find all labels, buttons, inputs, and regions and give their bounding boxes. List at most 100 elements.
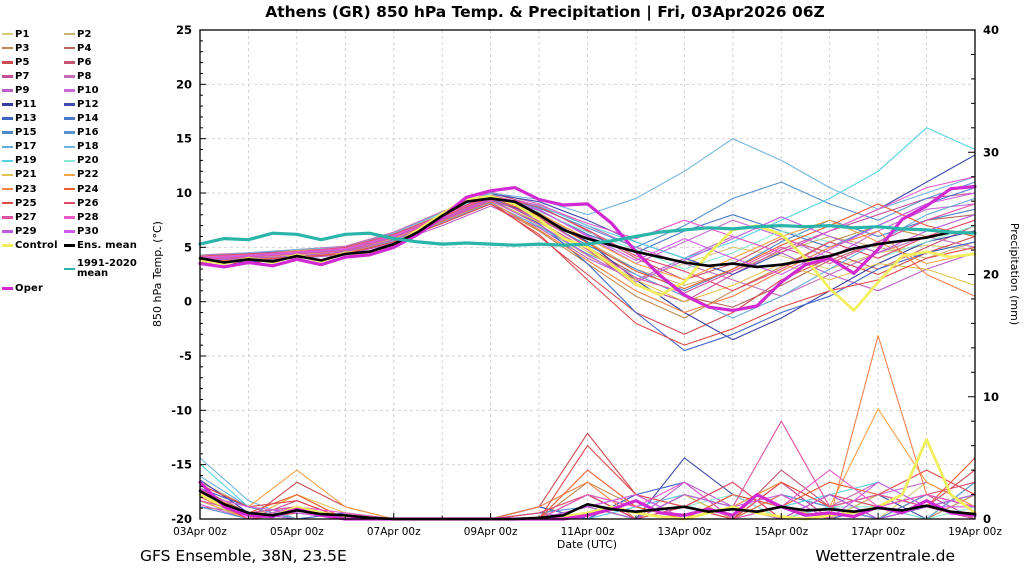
legend-label: Oper [15, 283, 44, 295]
date-tick-label: 09Apr 00z [464, 526, 518, 538]
ensemble-legend: P1 P2 P3 P4 P5 P6 P7 P8 P9 P10 P11 P12 P13 P14 P15 P16 P… [2, 27, 162, 296]
legend-label: P8 [77, 70, 92, 82]
legend-swatch [64, 145, 75, 149]
legend-label: Ens. mean [77, 239, 138, 251]
legend-entry-P6: P6 [64, 57, 160, 68]
legend-entry-P29: P29 [2, 226, 64, 237]
legend-swatch [2, 201, 13, 205]
legend-label: P1 [15, 28, 30, 40]
legend-row: P29 P30 [2, 224, 162, 238]
legend-entry-Oper: Oper [2, 283, 64, 294]
legend-entry-Ens-mean: Ens. mean [64, 240, 160, 251]
legend-label: 1991-2020 [77, 257, 137, 269]
temp-tick-label: 0 [184, 295, 192, 309]
legend-row: P21 P22 [2, 168, 162, 182]
legend-swatch [64, 103, 75, 106]
series-clim-mean-temp [198, 224, 977, 247]
legend-swatch [64, 131, 75, 134]
temp-tick-label: 25 [176, 23, 192, 37]
legend-entry-P15: P15 [2, 127, 64, 138]
legend-label: P10 [77, 84, 99, 96]
legend-swatch [64, 201, 75, 205]
legend-label: P29 [15, 225, 37, 237]
legend-entry-P1: P1 [2, 29, 64, 40]
temp-tick-label: -15 [171, 458, 192, 472]
temp-tick-label: 5 [184, 240, 192, 254]
date-tick-label: 03Apr 00z [173, 526, 227, 538]
legend-swatch [64, 159, 75, 163]
legend-entry-P25: P25 [2, 198, 64, 209]
precip-tick-label: 40 [983, 23, 999, 37]
legend-row: P25 P26 [2, 196, 162, 210]
legend-swatch [2, 159, 13, 163]
legend-entry-P13: P13 [2, 113, 64, 124]
legend-swatch [2, 173, 13, 177]
legend-label: P14 [77, 113, 99, 125]
x-axis-title: Date (UTC) [557, 538, 617, 551]
legend-row: P5 P6 [2, 55, 162, 69]
legend-entry-P28: P28 [64, 212, 160, 223]
legend-entry-1991-2020-mean: 1991-2020 mean [64, 257, 160, 280]
legend-entry-P18: P18 [64, 141, 160, 152]
legend-label: P13 [15, 113, 37, 125]
legend-swatch [2, 244, 13, 247]
legend-entry-P16: P16 [64, 127, 160, 138]
legend-label: P26 [77, 197, 99, 209]
legend-label: P12 [77, 99, 99, 111]
legend-swatch [2, 215, 13, 219]
legend-label: mean [77, 268, 109, 279]
legend-row: P23 P24 [2, 182, 162, 196]
legend-swatch [2, 287, 13, 290]
legend-entry-P5: P5 [2, 57, 64, 68]
legend-row: Oper [2, 282, 162, 296]
date-tick-label: 19Apr 00z [948, 526, 1002, 538]
legend-label: P23 [15, 183, 37, 195]
series-P9-temp [199, 205, 976, 292]
legend-label: P22 [77, 169, 99, 181]
legend-label: P2 [77, 28, 92, 40]
temp-tick-label: -10 [171, 403, 192, 417]
date-tick-label: 11Apr 00z [561, 526, 615, 538]
legend-entry-P30: P30 [64, 226, 160, 237]
legend-label: P4 [77, 42, 92, 54]
temp-tick-label: 15 [176, 132, 192, 146]
legend-swatch [64, 244, 75, 247]
legend-row: P3 P4 [2, 41, 162, 55]
series-P25-temp [199, 203, 976, 346]
series-P28-precip [199, 469, 976, 520]
legend-swatch [64, 267, 75, 271]
legend-entry-P23: P23 [2, 184, 64, 195]
date-tick-label: 05Apr 00z [270, 526, 324, 538]
legend-entry-P20: P20 [64, 155, 160, 166]
legend-label: P27 [15, 211, 37, 223]
legend-row: P13 P14 [2, 112, 162, 126]
legend-label: P20 [77, 155, 99, 167]
date-tick-label: 07Apr 00z [367, 526, 421, 538]
legend-label: P7 [15, 70, 30, 82]
legend-swatch [64, 187, 75, 191]
legend-swatch [64, 230, 75, 233]
legend-swatch [64, 75, 75, 78]
legend-swatch [2, 230, 13, 233]
legend-label: P28 [77, 211, 99, 223]
legend-swatch [2, 145, 13, 149]
legend-swatch [64, 46, 75, 50]
legend-label: P24 [77, 183, 99, 195]
legend-row: P1 P2 [2, 27, 162, 41]
legend-swatch [2, 32, 13, 36]
precip-tick-label: 10 [983, 390, 999, 404]
legend-entry-P12: P12 [64, 99, 160, 110]
date-tick-label: 13Apr 00z [658, 526, 712, 538]
series-ens-mean-precip [198, 489, 977, 521]
legend-swatch [2, 75, 13, 78]
legend-swatch [2, 187, 13, 191]
legend-swatch [2, 131, 13, 134]
precip-tick-label: 30 [983, 145, 999, 159]
precip-tick-label: 20 [983, 268, 999, 282]
legend-row: P15 P16 [2, 126, 162, 140]
legend-entry-Control: Control [2, 240, 64, 251]
legend-label: P11 [15, 99, 37, 111]
legend-swatch [64, 215, 75, 219]
series-P26-temp [199, 194, 976, 292]
legend-entry-P4: P4 [64, 43, 160, 54]
